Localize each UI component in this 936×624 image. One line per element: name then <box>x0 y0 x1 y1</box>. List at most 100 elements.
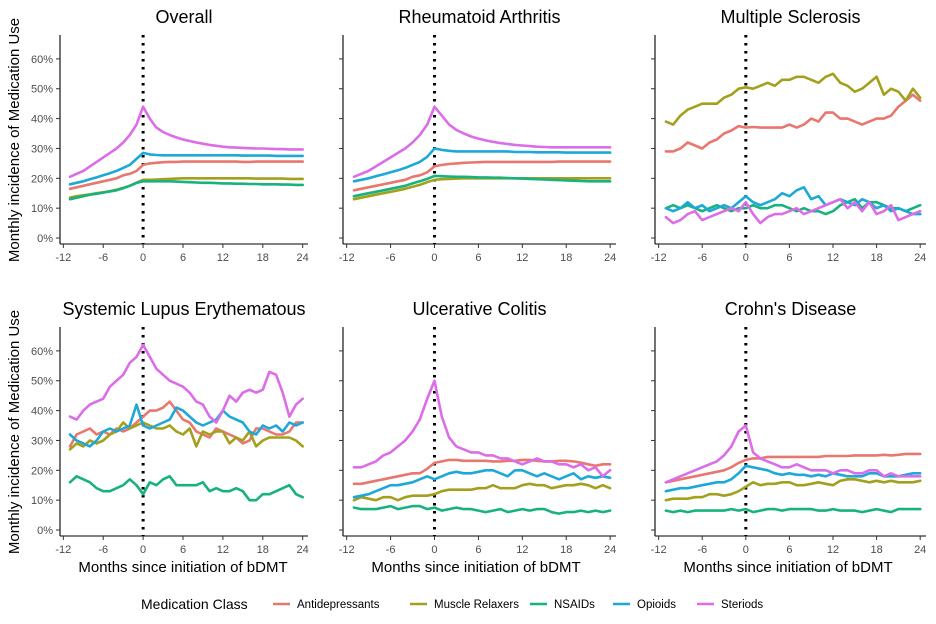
y-tick-label: 60% <box>31 54 53 66</box>
x-tick-label: 0 <box>140 544 146 556</box>
series-line <box>664 186 922 216</box>
y-axis-label: Monthly incidence of Medication Use <box>6 310 23 554</box>
legend-label: Opioids <box>637 599 676 611</box>
series-line <box>664 507 922 514</box>
x-tick-label: 0 <box>743 544 749 556</box>
y-tick-label: 40% <box>31 114 53 126</box>
series-line <box>352 468 612 499</box>
panel-title: Rheumatoid Arthritis <box>398 7 560 27</box>
panel-title: Crohn's Disease <box>725 299 857 319</box>
x-tick-label: -12 <box>55 252 71 264</box>
x-tick-label: 18 <box>257 544 269 556</box>
x-tick-label: 18 <box>560 544 572 556</box>
series-line <box>352 504 612 515</box>
x-tick-label: 6 <box>180 252 186 264</box>
panel-title: Ulcerative Colitis <box>412 299 546 319</box>
legend-item: NSAIDs <box>530 599 595 611</box>
legend-label: Steriods <box>721 599 763 611</box>
x-tick-label: -12 <box>339 252 355 264</box>
x-tick-label: 24 <box>297 252 309 264</box>
x-tick-label: 6 <box>786 544 792 556</box>
panel-title: Systemic Lupus Erythematous <box>62 299 305 319</box>
x-tick-label: 24 <box>297 544 309 556</box>
panel: Overall 0% 10% 20% 30% 40% 50% 60% -12 -6 0 6 12 18 24 <box>31 7 309 264</box>
x-tick-label: 0 <box>743 252 749 264</box>
series-line <box>352 147 612 183</box>
series-line <box>68 180 305 201</box>
y-tick-label: 40% <box>31 406 53 418</box>
y-tick-label: 0% <box>37 525 53 537</box>
x-tick-label: 18 <box>870 252 882 264</box>
series-line <box>68 343 305 424</box>
y-tick-label: 10% <box>31 203 53 215</box>
x-tick-label: 6 <box>475 252 481 264</box>
x-tick-label: -12 <box>651 544 667 556</box>
legend-label: Muscle Relaxers <box>434 599 519 611</box>
x-tick-label: 12 <box>516 252 528 264</box>
legend-item: Steriods <box>697 599 763 611</box>
x-tick-label: -6 <box>697 252 707 264</box>
series-line <box>352 160 612 192</box>
x-tick-label: 12 <box>516 544 528 556</box>
series-line <box>68 151 305 186</box>
series-line <box>664 93 922 153</box>
x-tick-label: 12 <box>827 252 839 264</box>
legend-item: Antidepressants <box>273 599 380 611</box>
panel: Crohn's Disease -12 -6 0 6 12 18 24 <box>651 299 927 556</box>
series-line <box>352 482 612 502</box>
x-tick-label: -12 <box>651 252 667 264</box>
y-tick-label: 50% <box>31 376 53 388</box>
y-tick-label: 10% <box>31 495 53 507</box>
x-tick-label: -6 <box>98 252 108 264</box>
series-line <box>352 379 612 478</box>
panel: Multiple Sclerosis -12 -6 0 6 12 18 24 <box>651 7 927 264</box>
x-axis-label: Months since initiation of bDMT <box>683 559 892 576</box>
legend-item: Opioids <box>613 599 676 611</box>
panel-title: Multiple Sclerosis <box>720 7 860 27</box>
legend-title: Medication Class <box>141 596 248 612</box>
series-line <box>68 421 305 451</box>
x-tick-label: 24 <box>914 544 926 556</box>
x-axis-label: Months since initiation of bDMT <box>371 559 580 576</box>
x-tick-label: 0 <box>431 544 437 556</box>
x-tick-label: 18 <box>257 252 269 264</box>
y-tick-label: 0% <box>37 233 53 245</box>
x-tick-label: 12 <box>217 544 229 556</box>
panel: Rheumatoid Arthritis -12 -6 0 6 12 18 24 <box>339 7 617 264</box>
x-tick-label: 24 <box>604 252 616 264</box>
panel: Ulcerative Colitis -12 -6 0 6 12 18 24 <box>339 299 617 556</box>
series-line <box>68 160 305 191</box>
series-line <box>352 174 612 198</box>
series-line <box>352 458 612 486</box>
x-tick-label: -6 <box>386 544 396 556</box>
y-tick-label: 20% <box>31 173 53 185</box>
x-tick-label: 24 <box>604 544 616 556</box>
legend-item: Muscle Relaxers <box>410 599 519 611</box>
y-axis-label: Monthly incidence of Medication Use <box>6 18 23 262</box>
y-tick-label: 30% <box>31 143 53 155</box>
x-tick-label: 6 <box>475 544 481 556</box>
x-tick-label: 12 <box>217 252 229 264</box>
series-line <box>68 403 305 448</box>
x-tick-label: 18 <box>560 252 572 264</box>
series-line <box>68 105 305 179</box>
x-axis-label: Months since initiation of bDMT <box>78 559 287 576</box>
legend-label: Antidepressants <box>297 599 380 611</box>
series-line <box>664 197 922 225</box>
x-tick-label: -6 <box>98 544 108 556</box>
legend: Medication Class Antidepressants Muscle R… <box>141 596 763 612</box>
x-tick-label: -12 <box>339 544 355 556</box>
x-tick-label: -12 <box>55 544 71 556</box>
panel: Systemic Lupus Erythematous 0% 10% 20% 30% 40… <box>31 299 309 556</box>
x-tick-label: -6 <box>697 544 707 556</box>
series-line <box>664 464 922 493</box>
x-tick-label: 12 <box>827 544 839 556</box>
legend-label: NSAIDs <box>554 599 595 611</box>
series-line <box>68 474 305 502</box>
x-tick-label: 18 <box>870 544 882 556</box>
panel-title: Overall <box>155 7 212 27</box>
x-tick-label: -6 <box>386 252 396 264</box>
x-tick-label: 6 <box>786 252 792 264</box>
x-tick-label: 6 <box>180 544 186 556</box>
